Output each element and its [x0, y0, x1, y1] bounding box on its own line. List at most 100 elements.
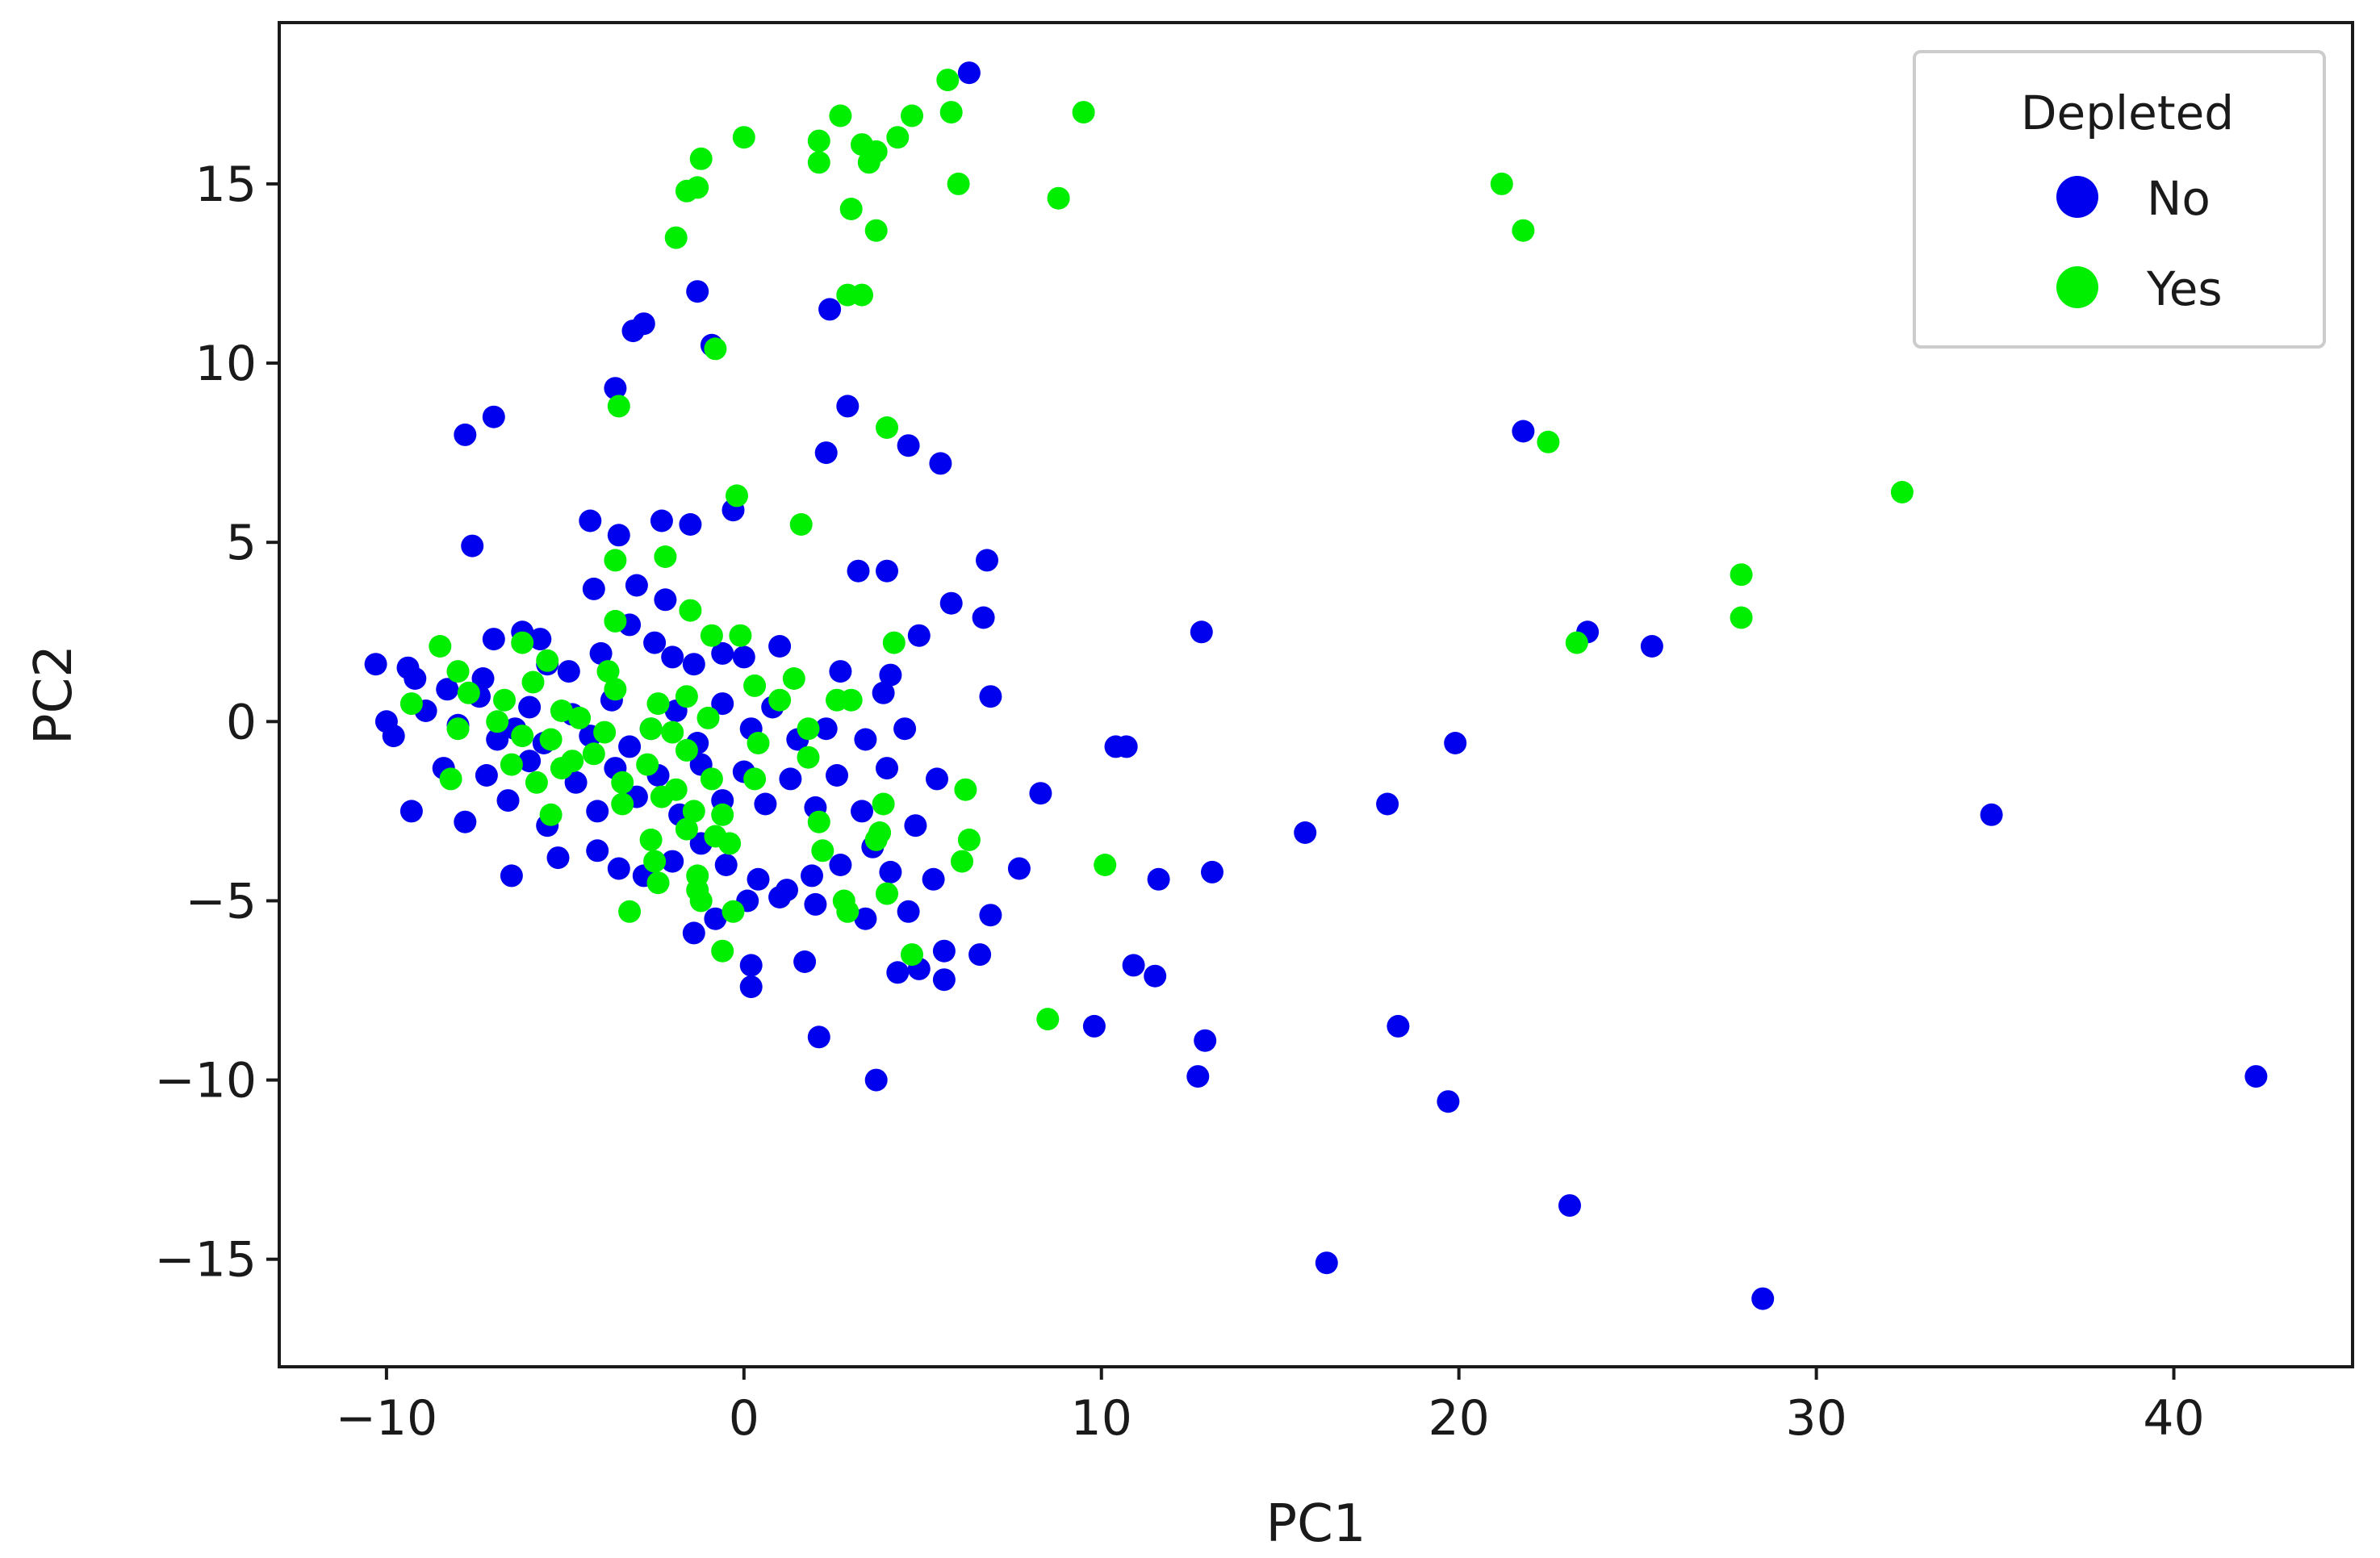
- point-yes-42: [511, 631, 534, 654]
- point-yes-65: [661, 721, 684, 744]
- point-yes-48: [493, 688, 516, 712]
- point-yes-67: [696, 706, 720, 729]
- point-yes-80: [682, 800, 705, 823]
- point-no-22: [976, 549, 998, 572]
- point-no-79: [454, 810, 477, 833]
- point-yes-52: [675, 685, 698, 708]
- point-no-138: [1122, 954, 1145, 977]
- y-tick-label: −15: [154, 1232, 257, 1289]
- point-no-4: [621, 320, 645, 343]
- point-no-117: [1029, 782, 1052, 805]
- point-no-146: [1387, 1014, 1410, 1038]
- legend-marker-no: [2056, 176, 2098, 218]
- point-no-84: [564, 771, 588, 794]
- point-no-150: [1751, 1287, 1775, 1310]
- point-yes-106: [689, 889, 713, 913]
- point-yes-81: [700, 767, 723, 791]
- point-yes-34: [1730, 606, 1753, 629]
- point-yes-43: [446, 660, 470, 683]
- point-yes-37: [604, 609, 627, 633]
- point-yes-12: [857, 151, 880, 174]
- point-no-93: [754, 792, 777, 816]
- point-yes-26: [876, 416, 898, 439]
- point-yes-107: [722, 900, 745, 923]
- point-no-51: [879, 663, 902, 687]
- point-no-30: [1640, 635, 1663, 658]
- point-yes-27: [1537, 430, 1560, 453]
- point-no-102: [546, 846, 570, 870]
- point-no-16: [579, 509, 602, 533]
- point-yes-72: [839, 688, 863, 712]
- point-yes-58: [539, 728, 563, 751]
- point-yes-19: [864, 219, 888, 242]
- point-no-27: [625, 574, 648, 597]
- points-layer: [364, 61, 2268, 1310]
- point-yes-70: [797, 717, 820, 741]
- point-yes-20: [1490, 172, 1513, 195]
- legend-marker-yes: [2056, 266, 2098, 308]
- point-yes-32: [654, 545, 677, 568]
- point-no-15: [679, 513, 702, 536]
- point-yes-47: [457, 681, 480, 704]
- point-no-140: [1082, 1014, 1106, 1038]
- point-yes-84: [954, 778, 977, 801]
- point-no-19: [461, 534, 484, 558]
- point-no-0: [957, 61, 981, 85]
- point-no-129: [739, 975, 763, 999]
- point-no-104: [607, 857, 630, 880]
- point-yes-3: [829, 104, 852, 127]
- point-yes-23: [851, 283, 873, 307]
- point-no-144: [1376, 792, 1399, 816]
- legend-label-no: No: [2147, 171, 2211, 226]
- point-no-8: [454, 423, 477, 446]
- point-no-46: [711, 641, 734, 665]
- point-no-24: [654, 588, 677, 612]
- point-yes-113: [1036, 1008, 1060, 1031]
- point-yes-49: [521, 670, 545, 694]
- point-yes-88: [639, 828, 663, 851]
- point-no-108: [714, 854, 738, 876]
- point-no-125: [897, 900, 920, 923]
- point-no-48: [768, 635, 792, 658]
- point-no-131: [886, 961, 910, 984]
- point-no-76: [979, 685, 1002, 708]
- point-no-9: [482, 405, 505, 428]
- point-no-44: [661, 645, 684, 669]
- point-no-94: [779, 767, 802, 791]
- y-tick-label: −5: [186, 873, 257, 929]
- point-yes-1: [1072, 101, 1095, 124]
- point-no-75: [872, 681, 895, 704]
- point-no-10: [897, 434, 920, 457]
- plot-frame: [278, 21, 2354, 1368]
- point-yes-16: [1047, 186, 1070, 210]
- point-no-153: [807, 1025, 830, 1049]
- point-no-148: [1558, 1194, 1581, 1218]
- point-no-151: [1980, 803, 2003, 826]
- point-no-38: [529, 628, 552, 651]
- point-yes-55: [446, 717, 470, 741]
- point-yes-63: [593, 721, 617, 744]
- point-yes-31: [604, 549, 627, 572]
- point-no-141: [1194, 1029, 1217, 1052]
- point-yes-30: [789, 513, 813, 536]
- point-yes-98: [718, 832, 742, 855]
- point-no-41: [589, 641, 613, 665]
- point-no-21: [876, 559, 898, 583]
- point-no-6: [604, 377, 627, 400]
- y-tick-label: 5: [226, 515, 257, 571]
- point-no-122: [776, 879, 798, 902]
- point-yes-53: [743, 674, 767, 697]
- point-yes-39: [729, 624, 752, 647]
- point-yes-14: [686, 176, 709, 199]
- point-no-85: [586, 800, 609, 823]
- point-yes-4: [901, 104, 923, 127]
- point-no-11: [814, 441, 838, 465]
- point-yes-38: [700, 624, 723, 647]
- point-yes-36: [679, 599, 702, 622]
- point-yes-33: [1730, 563, 1753, 587]
- point-no-109: [747, 867, 770, 891]
- point-no-154: [864, 1068, 888, 1092]
- point-yes-82: [743, 767, 767, 791]
- point-no-47: [732, 645, 755, 669]
- point-no-82: [518, 750, 542, 773]
